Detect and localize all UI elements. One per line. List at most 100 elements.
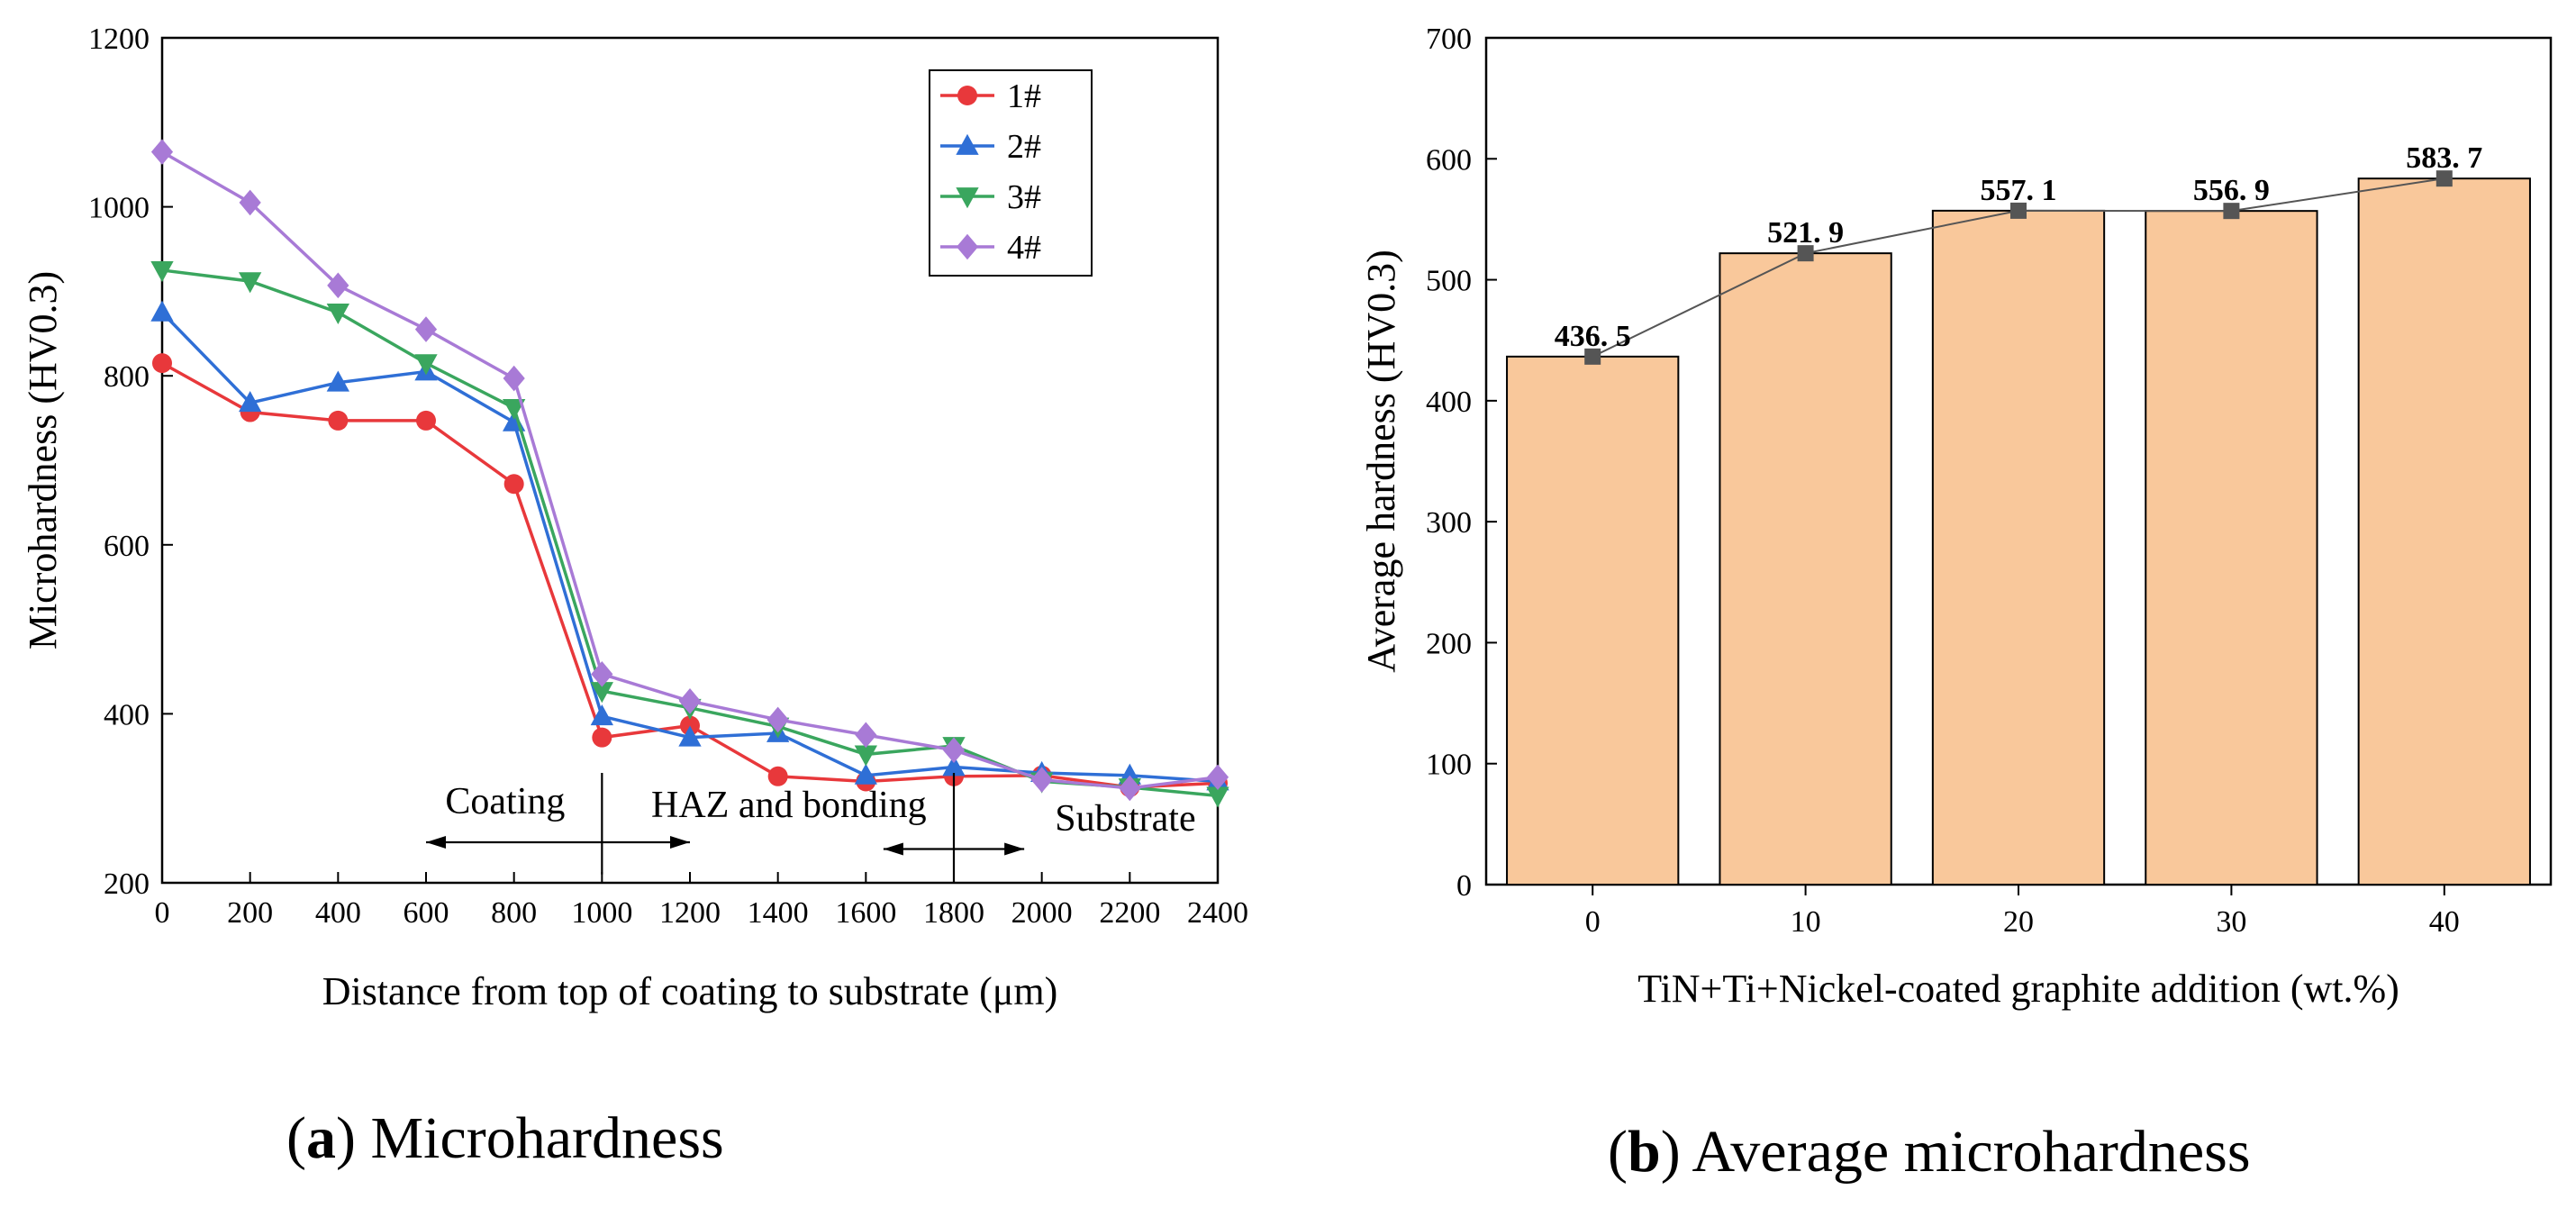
trend-point-40 — [2435, 170, 2453, 187]
y-tick-label-b: 300 — [1426, 506, 1472, 540]
legend-marker-1 — [957, 86, 977, 105]
series-1-point — [328, 410, 349, 431]
x-tick-label-a: 1200 — [659, 896, 721, 930]
y-tick-label-a: 1200 — [88, 23, 150, 56]
series-3-point — [326, 303, 349, 325]
data-label-30: 556. 9 — [2193, 174, 2270, 207]
y-tick-label-a: 200 — [104, 867, 150, 901]
trend-point-30 — [2223, 203, 2240, 220]
bar-30 — [2145, 210, 2318, 886]
coating-arrow-head-left — [426, 835, 446, 849]
trend-point-10 — [1797, 245, 1814, 262]
series-2-point — [239, 391, 262, 413]
x-tick-label-a: 400 — [315, 896, 361, 930]
series-3-point — [854, 745, 877, 767]
x-tick-label-b: 30 — [2216, 905, 2246, 939]
caption-b-label: b — [1628, 1119, 1661, 1185]
series-3-point — [150, 261, 174, 283]
y-tick-label-b: 100 — [1426, 749, 1472, 782]
series-2-point — [854, 763, 877, 785]
y-tick-label-b: 200 — [1426, 627, 1472, 660]
series-4-point — [591, 661, 613, 687]
bar-40 — [2357, 177, 2531, 886]
series-2-point — [590, 704, 613, 726]
legend-marker-4 — [956, 233, 979, 260]
caption-a-text: Microhardness — [356, 1105, 724, 1171]
x-tick-label-b: 40 — [2429, 905, 2460, 939]
series-3-point — [503, 398, 526, 421]
series-4-point — [1030, 767, 1053, 793]
series-4-point — [942, 737, 966, 764]
series-4-point — [855, 722, 877, 749]
y-tick-label-a: 400 — [104, 698, 150, 731]
bar-0 — [1506, 355, 1680, 886]
x-axis-title-b: TiN+Ti+Nickel-coated graphite addition (… — [1637, 967, 2399, 1011]
series-4-point — [327, 272, 349, 299]
x-tick-label-a: 1800 — [923, 896, 984, 930]
series-2-point — [678, 725, 702, 747]
legend-label-3: 3# — [1007, 178, 1041, 216]
caption-a-label: a — [306, 1105, 336, 1171]
y-axis-title-b: Average hardness (HV0.3) — [1359, 250, 1403, 673]
data-label-40: 583. 7 — [2406, 141, 2482, 175]
x-tick-label-a: 1000 — [571, 896, 632, 930]
x-tick-label-a: 1400 — [748, 896, 809, 930]
y-tick-label-a: 600 — [104, 530, 150, 563]
legend-label-2: 2# — [1007, 128, 1041, 166]
legend-label-4: 4# — [1007, 229, 1041, 267]
chart-b-average-microhardness: 0 100 200 300 400 500 600 700 0 10 20 30 40 436. 5 521… — [1359, 23, 2553, 1011]
bar-10 — [1719, 252, 1892, 886]
caption-b-text: Average microhardness — [1681, 1119, 2251, 1185]
trend-point-0 — [1584, 348, 1601, 365]
y-tick-label-a: 800 — [104, 360, 150, 394]
bar-20 — [1931, 209, 2106, 886]
series-4-point — [150, 139, 174, 165]
series-1-point — [416, 410, 436, 431]
caption-a: (a) Microhardness — [286, 1105, 724, 1171]
y-tick-label-b: 700 — [1426, 23, 1472, 56]
y-tick-label-b: 0 — [1456, 869, 1472, 903]
data-label-20: 557. 1 — [1981, 174, 2057, 207]
series-4-point — [414, 316, 438, 342]
x-tick-label-a: 0 — [155, 896, 170, 930]
series-1-point — [152, 353, 172, 374]
coating-arrow-head-right — [670, 835, 690, 849]
series-3-point — [590, 682, 613, 704]
substrate-arrow-head-right — [1004, 842, 1025, 856]
data-label-10: 521. 9 — [1767, 216, 1844, 250]
series-2-point — [326, 370, 349, 392]
chart-a-microhardness: 0 200 400 600 800 1000 1200 1400 1600 1800 2000 220… — [21, 23, 1248, 1013]
series-3-point — [239, 272, 262, 294]
series-4-point — [766, 706, 789, 733]
x-tick-label-a: 600 — [404, 896, 449, 930]
substrate-arrow-head-left — [883, 842, 903, 856]
trend-point-20 — [2010, 202, 2027, 219]
y-tick-label-a: 1000 — [88, 192, 150, 225]
x-tick-label-b: 20 — [2003, 905, 2034, 939]
series-1-point — [767, 766, 788, 786]
y-tick-label-b: 600 — [1426, 143, 1472, 177]
annotation-coating: Coating — [445, 781, 565, 822]
series-4-point — [1119, 775, 1141, 802]
x-tick-label-b: 10 — [1791, 905, 1821, 939]
x-tick-label-a: 1600 — [835, 896, 896, 930]
series-1-point — [592, 727, 612, 748]
x-tick-label-a: 200 — [227, 896, 273, 930]
series-2-point — [150, 300, 174, 322]
y-axis-title-a: Microhardness (HV0.3) — [21, 271, 65, 649]
annotation-haz-bonding: HAZ and bonding — [651, 785, 927, 826]
series-3-point — [414, 354, 438, 376]
x-tick-label-b: 0 — [1585, 905, 1601, 939]
series-3-point — [1206, 786, 1229, 808]
x-tick-label-a: 2200 — [1099, 896, 1160, 930]
x-tick-label-a: 800 — [491, 896, 537, 930]
x-tick-label-a: 2000 — [1011, 896, 1073, 930]
caption-b: (b) Average microhardness — [1608, 1119, 2251, 1185]
legend-marker-2 — [956, 133, 979, 155]
series-4-point — [239, 189, 261, 216]
legend-label-1: 1# — [1007, 77, 1041, 115]
series-4-point — [678, 688, 702, 714]
series-4-point — [1206, 764, 1229, 791]
y-tick-label-b: 500 — [1426, 265, 1472, 298]
